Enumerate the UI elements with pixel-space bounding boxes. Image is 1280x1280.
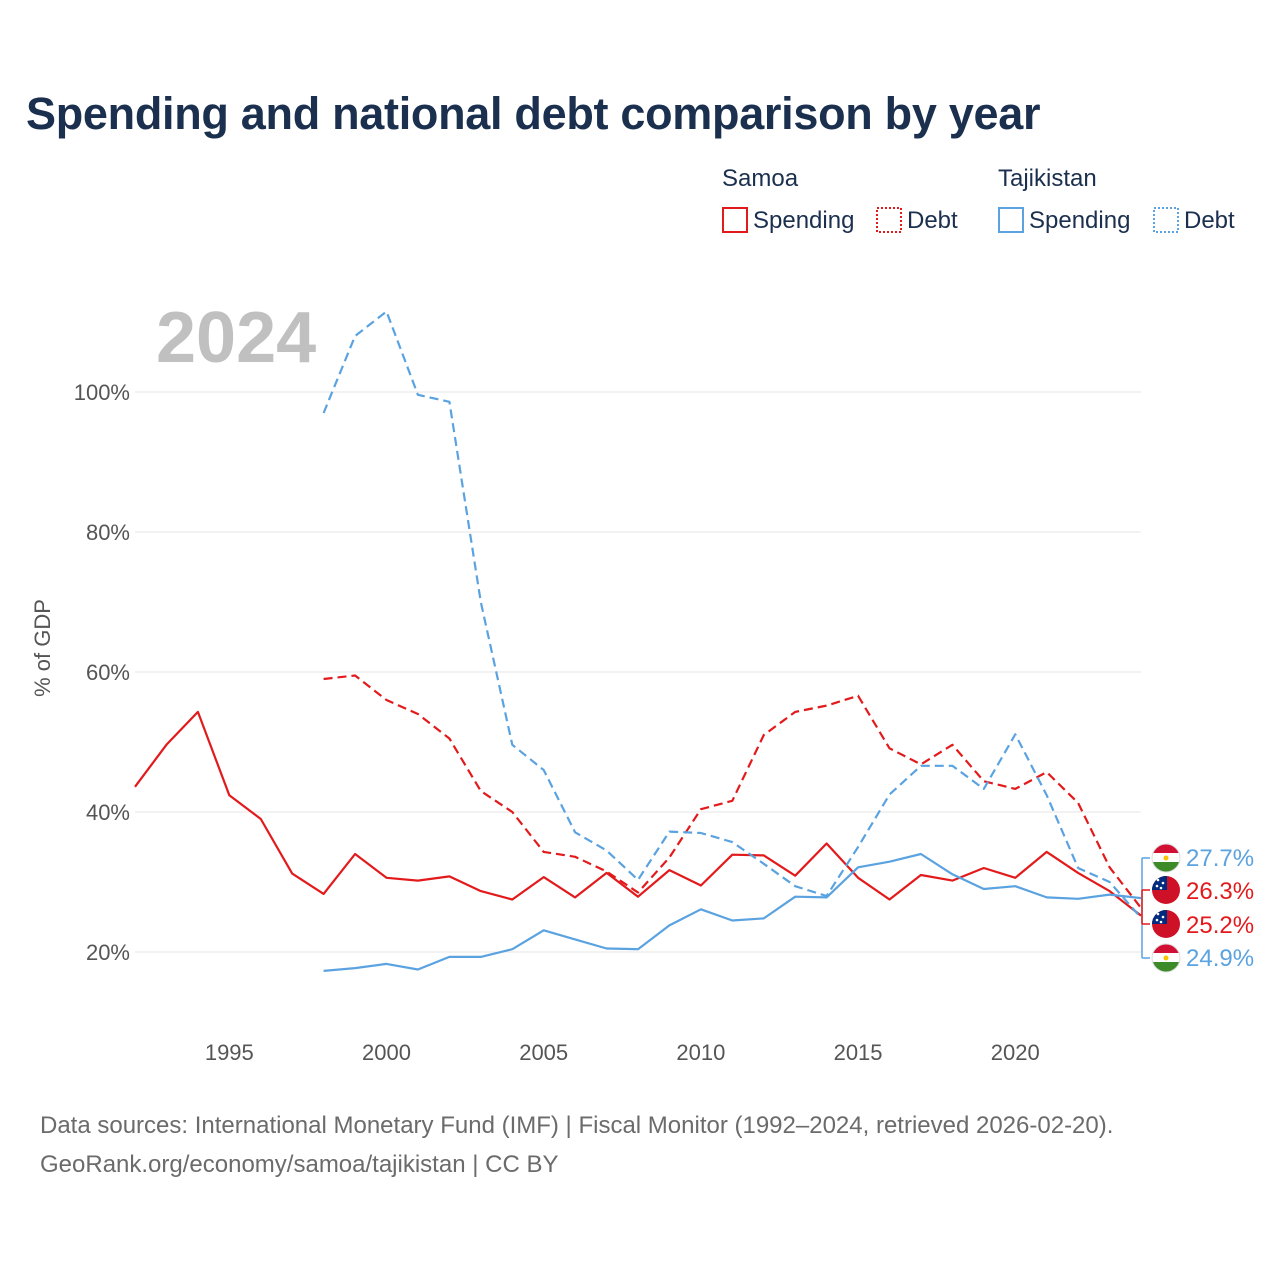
end-label-samoa-spending: 25.2% <box>1186 912 1254 939</box>
x-tick-label: 2015 <box>834 1040 883 1065</box>
y-tick-label: 20% <box>86 940 130 965</box>
x-tick-label: 2010 <box>676 1040 725 1065</box>
samoa-label-bracket <box>1141 889 1150 925</box>
series-line-samoa-debt[interactable] <box>323 674 1142 909</box>
legend: Samoa Tajikistan Spending Debt Spending … <box>722 165 1235 234</box>
tajikistan-flag-icon <box>1152 944 1180 972</box>
legend-swatch-tajikistan-spending[interactable] <box>998 207 1024 233</box>
legend-label-tajikistan-debt[interactable]: Debt <box>1184 207 1235 234</box>
tajikistan-label-bracket <box>1141 857 1150 959</box>
legend-label-tajikistan-spending[interactable]: Spending <box>1029 207 1130 234</box>
legend-group-samoa: Samoa <box>722 165 799 192</box>
y-tick-label: 40% <box>86 800 130 825</box>
x-tick-label: 2005 <box>519 1040 568 1065</box>
series-lines <box>134 310 1142 972</box>
y-tick-label: 60% <box>86 660 130 685</box>
legend-swatch-tajikistan-debt[interactable] <box>1153 207 1179 233</box>
end-label-tajikistan-spending: 27.7% <box>1186 845 1254 872</box>
legend-swatch-samoa-spending[interactable] <box>722 207 748 233</box>
legend-group-tajikistan: Tajikistan <box>998 165 1097 192</box>
legend-label-samoa-spending[interactable]: Spending <box>753 207 854 234</box>
year-watermark: 2024 <box>156 298 316 378</box>
tajikistan-flag-icon <box>1152 844 1180 872</box>
y-tick-label: 100% <box>74 380 130 405</box>
attribution-link[interactable]: GeoRank.org/economy/samoa/tajikistan | C… <box>40 1151 559 1178</box>
data-source-note: Data sources: International Monetary Fun… <box>40 1112 1114 1139</box>
footer: Data sources: International Monetary Fun… <box>40 1106 1113 1184</box>
series-line-tajikistan-spending[interactable] <box>323 852 1142 972</box>
y-axis-title: % of GDP <box>30 599 55 697</box>
y-tick-label: 80% <box>86 520 130 545</box>
y-axis-ticks: 20% 40% 60% 80% 100% <box>74 380 130 965</box>
x-tick-label: 1995 <box>205 1040 254 1065</box>
series-line-tajikistan-debt[interactable] <box>322 310 1142 919</box>
legend-label-samoa-debt[interactable]: Debt <box>907 207 958 234</box>
samoa-flag-icon <box>1152 910 1180 938</box>
x-tick-label: 2000 <box>362 1040 411 1065</box>
series-line-samoa-spending[interactable] <box>134 710 1142 917</box>
legend-swatch-samoa-debt[interactable] <box>876 207 902 233</box>
end-label-samoa-debt: 26.3% <box>1186 878 1254 905</box>
end-labels: 27.7% 26.3% 25.2% 24.9% <box>1141 843 1254 973</box>
x-axis-ticks: 1995 2000 2005 2010 2015 2020 <box>205 1040 1040 1065</box>
end-label-tajikistan-debt: 24.9% <box>1186 945 1254 972</box>
x-tick-label: 2020 <box>991 1040 1040 1065</box>
grid <box>135 391 1141 953</box>
chart: Samoa Tajikistan Spending Debt Spending … <box>30 165 1254 1065</box>
page-title: Spending and national debt comparison by… <box>26 88 1041 139</box>
samoa-flag-icon <box>1152 876 1180 904</box>
